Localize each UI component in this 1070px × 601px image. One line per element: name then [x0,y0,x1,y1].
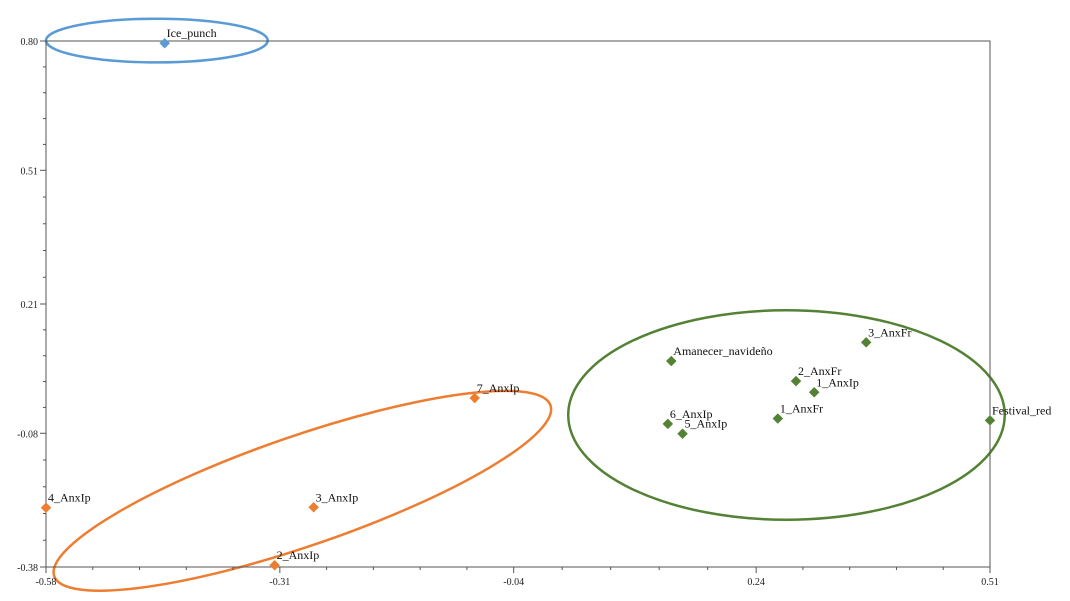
data-point-marker [269,559,280,571]
data-point-marker [159,37,171,49]
data-point-marker [308,501,319,513]
data-point-marker [469,392,481,404]
data-point-label: 2_AnxFr [798,364,841,378]
plot-area-border [45,40,991,568]
data-point-label: 6_AnxIp [670,407,713,421]
cluster-ellipse-orange [52,389,553,592]
cluster-ellipse-green [566,308,1006,521]
data-points [40,37,996,571]
x-tick-label: 0.24 [747,577,765,588]
x-tick-label: -0.31 [269,577,290,588]
y-tick-label: 0.80 [21,37,39,48]
plot-frame [45,40,991,568]
data-point-label: Festival_red [992,403,1051,417]
data-point-marker [772,413,784,424]
data-point-marker [677,428,688,440]
data-point-label: Amanecer_navideño [673,344,772,358]
data-point-marker [40,502,52,514]
data-point-label: 2_AnxIp [277,548,320,562]
x-axis-ticks: -0.58 -0.31 -0.04 0.24 0.51 [36,567,999,588]
data-point-marker [790,375,802,387]
x-tick-label: -0.04 [503,577,524,588]
data-point-label: 7_AnxIp [477,381,520,395]
y-tick-label: 0.51 [21,166,39,177]
data-point-label: 3_AnxFr [868,325,911,339]
data-point-marker [665,355,677,367]
group-ellipses [44,17,1006,592]
data-point-label: Ice_punch [167,26,217,40]
point-labels: Ice_punch 7_AnxIp 4_AnxIp 3_AnxIp 2_AnxIp Ama… [48,26,1051,562]
data-point-marker [984,414,996,426]
data-point-marker [860,336,872,348]
y-tick-label: -0.08 [17,429,38,440]
data-point-label: 3_AnxIp [316,490,359,504]
data-point-label: 4_AnxIp [48,491,91,505]
data-point-label: 5_AnxIp [685,417,728,431]
y-tick-label: -0.38 [17,563,38,574]
data-point-label: 1_AnxFr [780,402,823,416]
y-tick-label: 0.21 [21,300,39,311]
y-axis-ticks: 0.80 0.51 0.21 -0.08 -0.38 [17,37,46,574]
data-point-marker [662,418,674,430]
data-point-marker [808,386,820,398]
x-tick-label: -0.58 [36,577,57,588]
data-point-label: 1_AnxIp [816,375,859,389]
x-tick-label: 0.51 [981,577,999,588]
